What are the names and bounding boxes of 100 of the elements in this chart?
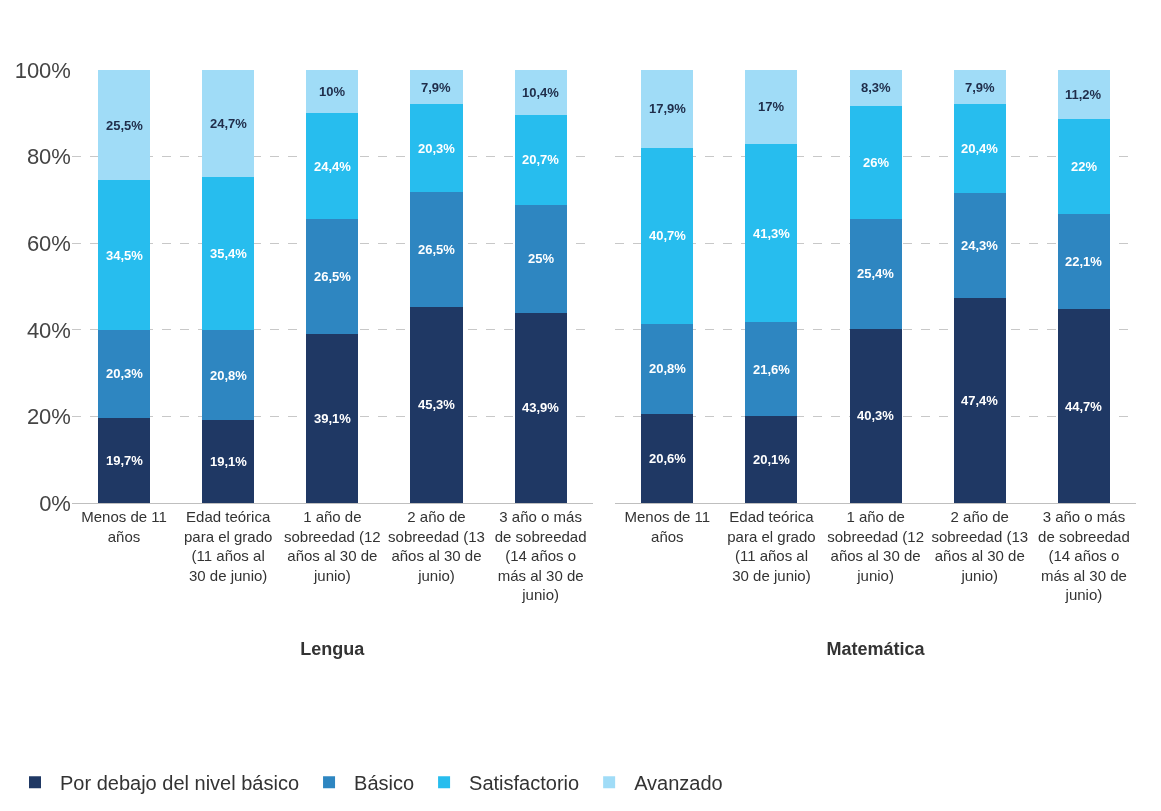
- data-label: 24,3%: [961, 238, 999, 253]
- data-label: 34,5%: [106, 248, 144, 263]
- bar: [849, 70, 902, 106]
- bar: [953, 297, 1006, 503]
- y-tick-label: 0%: [39, 490, 71, 516]
- bar: [745, 143, 798, 323]
- bar: [745, 322, 798, 416]
- bar: [641, 413, 694, 503]
- data-label: 7,9%: [965, 80, 996, 95]
- bar: [849, 105, 902, 219]
- data-label: 35,4%: [210, 246, 248, 261]
- bar: [514, 70, 567, 116]
- bar: [306, 70, 359, 114]
- bar: [514, 204, 567, 313]
- data-label: 20,6%: [649, 451, 687, 466]
- bar: [97, 329, 151, 418]
- legend-label: Básico: [354, 772, 415, 795]
- bar: [202, 420, 255, 503]
- bar: [514, 115, 567, 205]
- y-tick-label: 60%: [26, 230, 71, 256]
- bar: [410, 306, 463, 503]
- bar: [849, 218, 902, 329]
- data-label: 25,4%: [857, 266, 895, 281]
- legend-label: Satisfactorio: [469, 772, 580, 795]
- data-label: 17%: [758, 99, 785, 114]
- bar: [745, 415, 798, 503]
- x-tick-label: Menos de 11 años: [81, 508, 167, 545]
- x-tick-label: Edad teórica para el grado (11 años al 30 de junio): [183, 508, 273, 584]
- bar: [1057, 213, 1110, 310]
- bar: [641, 70, 694, 148]
- data-label: 10,4%: [522, 85, 560, 100]
- data-label: 43,9%: [522, 400, 560, 415]
- data-label: 41,3%: [753, 226, 791, 241]
- bar: [410, 104, 463, 193]
- data-label: 40,3%: [857, 408, 895, 423]
- data-label: 24,4%: [314, 159, 352, 174]
- bar: [306, 218, 359, 334]
- x-tick-label: 2 año de sobreedad (13 años al 30 de junio): [388, 508, 485, 584]
- data-label: 44,7%: [1065, 399, 1103, 414]
- x-tick-label: Edad teórica para el grado (11 años al 30 de junio): [727, 508, 816, 584]
- x-tick-label: 3 año o más de sobreedad (14 años o más al 30 de junio): [1038, 508, 1130, 603]
- data-label: 19,7%: [106, 453, 144, 468]
- bar: [202, 330, 255, 421]
- bar: [410, 192, 463, 307]
- legend-label: Por debajo del nivel básico: [60, 772, 300, 795]
- data-label: 21,6%: [753, 362, 791, 377]
- data-label: 20,3%: [418, 141, 456, 156]
- bar: [97, 70, 151, 181]
- bar: [641, 323, 694, 414]
- data-label: 22%: [1071, 159, 1098, 174]
- data-label: 10%: [319, 84, 346, 99]
- bar: [306, 333, 359, 503]
- data-label: 7,9%: [421, 80, 452, 95]
- data-label: 20,1%: [753, 452, 791, 467]
- y-tick-label: 40%: [26, 317, 71, 343]
- data-label: 47,4%: [961, 393, 999, 408]
- data-label: 8,3%: [861, 80, 892, 95]
- x-tick-label: 1 año de sobreedad (12 años al 30 de junio): [283, 508, 381, 584]
- bar: [849, 328, 902, 503]
- data-label: 17,9%: [649, 101, 687, 116]
- bar: [1057, 118, 1110, 214]
- data-label: 24,7%: [210, 116, 248, 131]
- data-label: 20,3%: [106, 366, 144, 381]
- data-label: 22,1%: [1065, 254, 1103, 269]
- data-label: 25,5%: [106, 118, 144, 133]
- bar: [306, 113, 359, 219]
- bar: [1057, 70, 1110, 119]
- bar: [97, 417, 151, 503]
- bar: [745, 70, 798, 144]
- bar: [953, 104, 1006, 193]
- data-label: 26,5%: [418, 242, 456, 257]
- bar: [1057, 309, 1110, 503]
- bar: [514, 312, 567, 503]
- x-tick-label: 1 año de sobreedad (12 años al 30 de junio): [827, 508, 924, 584]
- data-label: 45,3%: [418, 397, 456, 412]
- data-label: 26%: [863, 155, 890, 170]
- data-label: 19,1%: [210, 454, 248, 469]
- x-axis-title: Lengua: [300, 639, 366, 660]
- data-label: 25%: [528, 251, 555, 266]
- bar: [410, 70, 463, 105]
- data-label: 20,7%: [522, 152, 560, 167]
- y-tick-label: 80%: [26, 144, 71, 170]
- bar: [953, 192, 1006, 298]
- legend-label: Avanzado: [634, 772, 723, 795]
- bar: [202, 70, 255, 177]
- data-label: 26,5%: [314, 269, 352, 284]
- x-tick-label: 2 año de sobreedad (13 años al 30 de junio): [931, 508, 1029, 584]
- bar: [202, 176, 255, 331]
- y-tick-label: 100%: [14, 57, 71, 83]
- data-label: 11,2%: [1065, 87, 1102, 102]
- bar: [97, 180, 151, 330]
- data-label: 20,4%: [961, 141, 999, 156]
- x-tick-label: 3 año o más de sobreedad (14 años o más al 30 de junio): [494, 508, 587, 603]
- data-label: 20,8%: [210, 368, 248, 383]
- x-tick-label: Menos de 11 años: [624, 508, 711, 545]
- bar: [641, 147, 694, 324]
- data-label: 20,8%: [649, 361, 687, 376]
- x-axis-title: Matemática: [826, 639, 926, 660]
- y-tick-label: 20%: [26, 404, 71, 430]
- data-label: 40,7%: [649, 228, 687, 243]
